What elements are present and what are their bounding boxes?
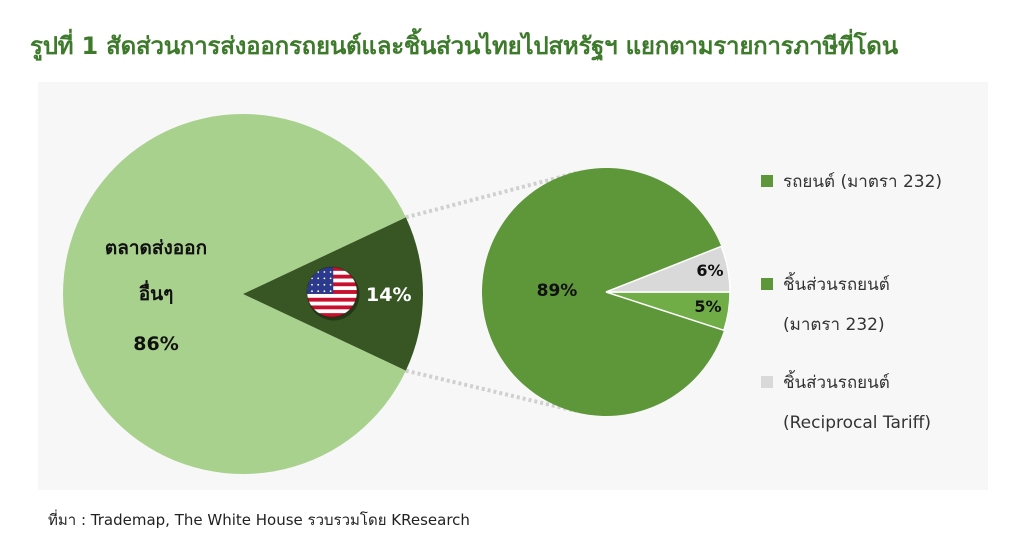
label-other-markets-line-1: ตลาดส่งออก — [105, 237, 207, 259]
legend-item-cars-232: รถยนต์ (มาตรา 232) — [761, 172, 942, 192]
chart-panel: ตลาดส่งออกอื่นๆ 86% 14% 89% 5% 6% รถยนต์ (มา… — [38, 82, 988, 490]
label-parts-232-percent: 5% — [694, 297, 721, 316]
connector-top — [405, 171, 577, 220]
legend: รถยนต์ (มาตรา 232) ชิ้นส่วนรถยนต์ (มาตรา 2… — [761, 172, 942, 433]
slice-other-markets — [63, 114, 406, 475]
label-cars-232-percent: 89% — [537, 281, 578, 301]
label-other-markets-percent: 86% — [133, 333, 178, 355]
pie-us-breakdown: 89% 5% 6% — [481, 168, 731, 417]
legend-swatch — [761, 278, 773, 290]
label-us-percent: 14% — [366, 284, 411, 306]
label-other-markets-line-2: อื่นๆ — [139, 280, 174, 305]
zoom-connectors — [405, 171, 577, 413]
connector-bottom — [405, 368, 577, 413]
legend-swatch — [761, 376, 773, 388]
label-parts-reciprocal-percent: 6% — [696, 261, 723, 280]
legend-item-parts-reciprocal: ชิ้นส่วนรถยนต์ (Reciprocal Tariff) — [761, 370, 931, 433]
source-note: ที่มา : Trademap, The White House รวบรวม… — [48, 511, 470, 529]
us-flag-icon — [306, 266, 360, 321]
chart-title: รูปที่ 1 สัดส่วนการส่งออกรถยนต์และชิ้นส่… — [30, 32, 898, 60]
legend-item-parts-232: ชิ้นส่วนรถยนต์ (มาตรา 232) — [761, 272, 890, 335]
legend-label-parts-reciprocal-line-2: (Reciprocal Tariff) — [783, 413, 931, 433]
legend-label-cars-232-line-1: รถยนต์ (มาตรา 232) — [783, 172, 942, 192]
legend-label-parts-reciprocal-line-1: ชิ้นส่วนรถยนต์ — [783, 370, 890, 393]
legend-label-parts-232-line-2: (มาตรา 232) — [783, 315, 885, 335]
legend-swatch — [761, 175, 773, 187]
slice-parts-reciprocal — [605, 245, 731, 293]
slice-cars-232 — [481, 168, 724, 417]
legend-label-parts-232-line-1: ชิ้นส่วนรถยนต์ — [783, 272, 890, 295]
